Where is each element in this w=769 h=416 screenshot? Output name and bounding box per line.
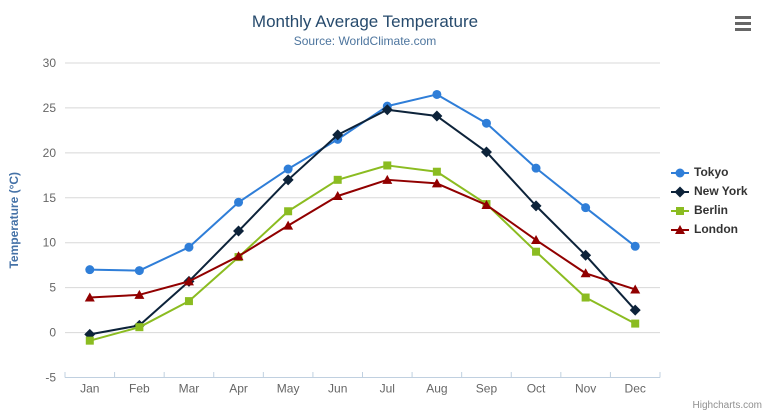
hamburger-bar [735,15,751,19]
series-tokyo [85,89,640,276]
svg-text:Feb: Feb [129,382,150,396]
new-york-legend-marker [671,185,689,197]
chart-subtitle: Source: WorldClimate.com [293,34,437,48]
svg-text:Oct: Oct [527,382,546,396]
x-axis [64,372,661,378]
svg-text:May: May [277,382,300,396]
svg-text:Aug: Aug [426,382,447,396]
hamburger-bar [735,21,751,25]
tokyo-legend-marker [671,166,689,178]
series-london [84,174,641,302]
svg-text:Sep: Sep [476,382,498,396]
svg-text:Mar: Mar [179,382,200,396]
svg-text:0: 0 [49,326,56,340]
berlin-legend-marker [671,204,689,216]
svg-text:15: 15 [43,191,57,205]
legend-item-berlin[interactable]: Berlin [671,200,748,219]
legend-item-tokyo[interactable]: Tokyo [671,162,748,181]
legend-item-new-york[interactable]: New York [671,181,748,200]
series-new-york [84,104,641,340]
svg-text:5: 5 [49,281,56,295]
svg-text:Nov: Nov [575,382,596,396]
chart-title: Monthly Average Temperature [251,12,479,31]
london-legend-marker [671,223,689,235]
svg-text:Jun: Jun [328,382,347,396]
svg-text:25: 25 [43,101,57,115]
legend-label-tokyo: Tokyo [694,164,729,179]
legend: Tokyo New York Berlin London [671,162,748,238]
x-axis-labels: Jan Feb Mar Apr May Jun Jul Aug Sep Oct Nov Dec [80,382,646,396]
legend-item-london[interactable]: London [671,219,748,238]
svg-text:Dec: Dec [625,382,646,396]
svg-text:Jul: Jul [380,382,395,396]
hamburger-bar [735,27,751,31]
legend-label-new-york: New York [694,183,748,198]
grid-lines [65,62,660,378]
svg-text:-5: -5 [45,371,56,385]
svg-text:30: 30 [43,56,57,70]
hamburger-icon [735,15,753,31]
y-axis-labels: -5 0 5 10 15 20 25 30 [43,56,57,385]
svg-text:20: 20 [43,146,57,160]
svg-text:Jan: Jan [80,382,99,396]
credits-link[interactable]: Highcharts.com [692,400,762,411]
legend-label-berlin: Berlin [694,202,729,217]
legend-label-london: London [694,221,738,236]
y-axis-title: Temperature (°C) [7,172,21,269]
svg-text:Apr: Apr [229,382,248,396]
svg-text:10: 10 [43,236,57,250]
export-menu-button[interactable] [735,15,753,31]
